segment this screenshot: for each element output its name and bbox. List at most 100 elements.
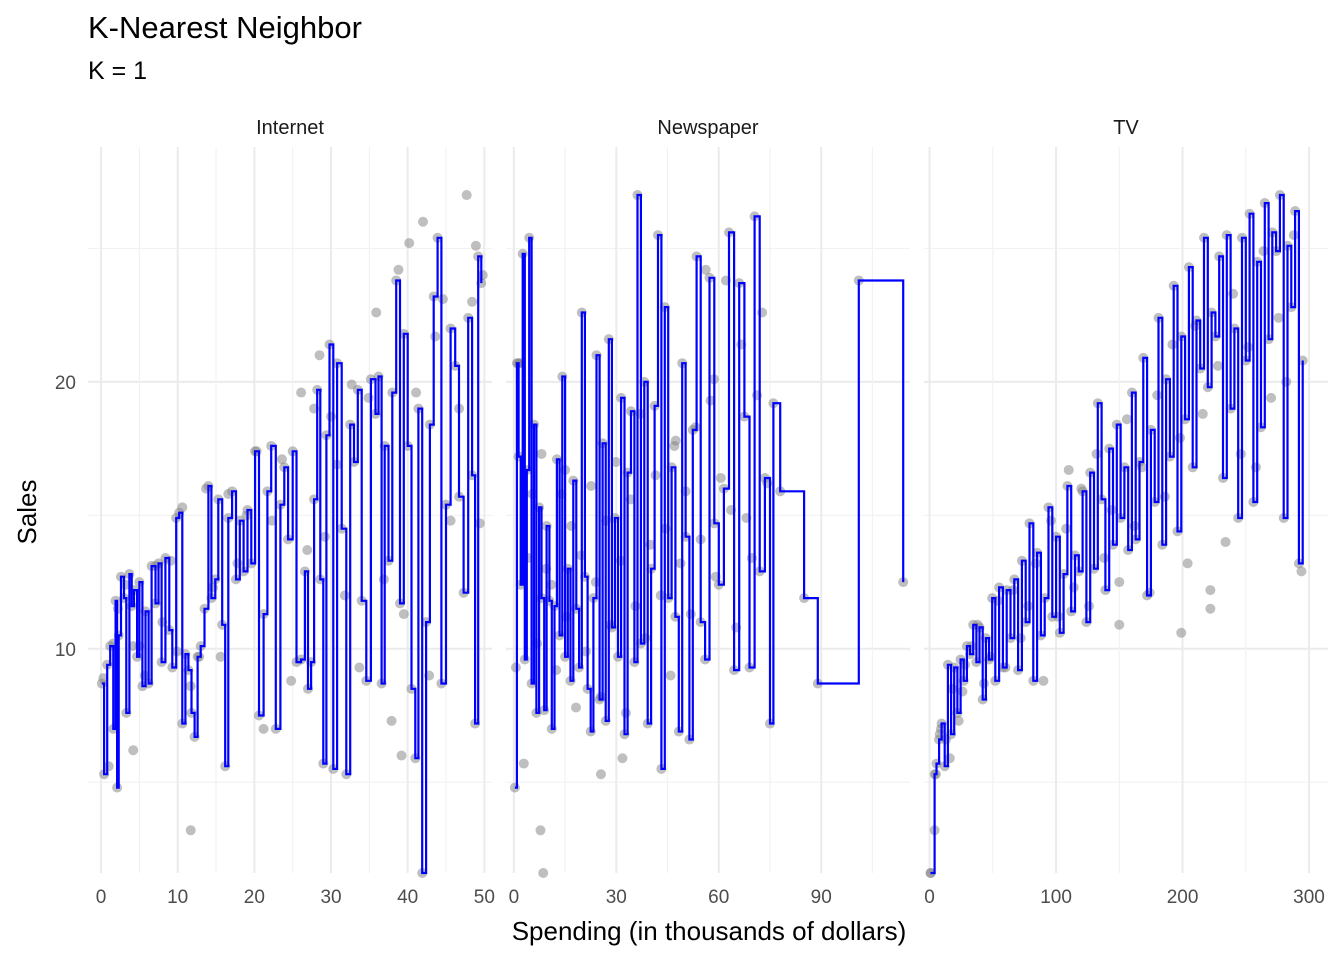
data-point (1296, 566, 1307, 577)
data-point (470, 240, 481, 251)
data-point (1182, 558, 1193, 569)
y-axis-title: Sales (12, 479, 42, 544)
data-point (223, 488, 234, 499)
data-point (1205, 585, 1216, 596)
x-tick-label: 0 (96, 887, 107, 908)
data-point (276, 454, 287, 465)
data-point (566, 521, 577, 532)
gridlines (506, 147, 910, 873)
data-point (296, 387, 307, 398)
x-tick-label: 10 (167, 887, 188, 908)
data-point (957, 686, 968, 697)
data-point (617, 753, 628, 764)
data-point (461, 190, 472, 201)
data-point (1205, 603, 1216, 614)
x-axis-title: Spending (in thousands of dollars) (512, 916, 907, 946)
facet-label: TV (1113, 117, 1139, 139)
chart-title: K-Nearest Neighbor (88, 10, 362, 45)
data-point (445, 515, 456, 526)
knn-step-line (930, 193, 1304, 875)
data-point (610, 456, 621, 467)
x-tick-label: 60 (708, 887, 729, 908)
chart-subtitle: K = 1 (88, 57, 148, 85)
x-tick-label: 0 (924, 887, 935, 908)
data-point (215, 651, 226, 662)
data-point (1197, 408, 1208, 419)
data-point (1258, 246, 1269, 257)
data-point (1114, 577, 1125, 588)
data-point (1220, 537, 1231, 548)
data-point (1176, 627, 1187, 638)
data-point (1212, 360, 1223, 371)
data-point (266, 515, 277, 526)
data-point (430, 331, 441, 342)
data-point (418, 216, 429, 227)
data-point (665, 670, 676, 681)
x-tick-label: 30 (606, 887, 627, 908)
data-point (396, 750, 407, 761)
knn-step-line (514, 193, 905, 789)
data-point (404, 238, 415, 249)
data-point (128, 641, 139, 652)
data-point (620, 707, 631, 718)
data-point (953, 715, 964, 726)
data-point (185, 825, 196, 836)
data-point (1099, 553, 1110, 564)
data-point (595, 769, 606, 780)
x-tick-label: 20 (244, 887, 265, 908)
data-point (934, 729, 945, 740)
data-point (536, 448, 547, 459)
data-point (437, 294, 448, 305)
data-point (1063, 464, 1074, 475)
data-point (1266, 392, 1277, 403)
data-point (98, 673, 109, 684)
data-point (1152, 390, 1163, 401)
data-point (978, 678, 989, 689)
facet-label: Newspaper (657, 117, 759, 139)
data-point (339, 590, 350, 601)
facet-tv: 0 100 200 300 TV (924, 117, 1328, 908)
data-point (354, 662, 365, 673)
x-tick-label: 30 (320, 887, 341, 908)
data-point (467, 296, 478, 307)
data-point (669, 440, 680, 451)
x-tick-label: 40 (397, 887, 418, 908)
data-point (258, 723, 269, 734)
data-point (393, 264, 404, 275)
data-point (518, 758, 529, 769)
data-point (411, 387, 422, 398)
data-point (509, 782, 520, 793)
data-point (398, 609, 409, 620)
data-point (1273, 312, 1284, 323)
data-point (685, 609, 696, 620)
data-point (535, 825, 546, 836)
data-point (232, 558, 243, 569)
facet-newspaper: 0 30 60 90 Newspaper (506, 117, 910, 908)
data-point (571, 702, 582, 713)
data-point (346, 379, 357, 390)
x-tick-label: 90 (811, 887, 832, 908)
data-point (538, 868, 549, 878)
data-point (1288, 230, 1299, 241)
data-point (286, 675, 297, 686)
data-point (314, 350, 325, 361)
data-point (363, 392, 374, 403)
data-point (1121, 414, 1132, 425)
data-point (302, 545, 313, 556)
data-point (177, 502, 188, 513)
data-point (700, 264, 711, 275)
knn-step-line (101, 236, 483, 875)
data-point (128, 745, 139, 756)
data-point (371, 307, 382, 318)
data-point (586, 480, 597, 491)
data-point (477, 270, 488, 281)
x-tick-label: 100 (1040, 887, 1072, 908)
data-point (326, 411, 337, 422)
data-point (1038, 675, 1049, 686)
y-tick-label: 20 (55, 373, 76, 394)
x-tick-label: 0 (509, 887, 520, 908)
data-point (474, 518, 485, 529)
facet-internet: 0 10 20 30 40 50 Internet (88, 117, 495, 908)
x-tick-label: 50 (474, 887, 495, 908)
